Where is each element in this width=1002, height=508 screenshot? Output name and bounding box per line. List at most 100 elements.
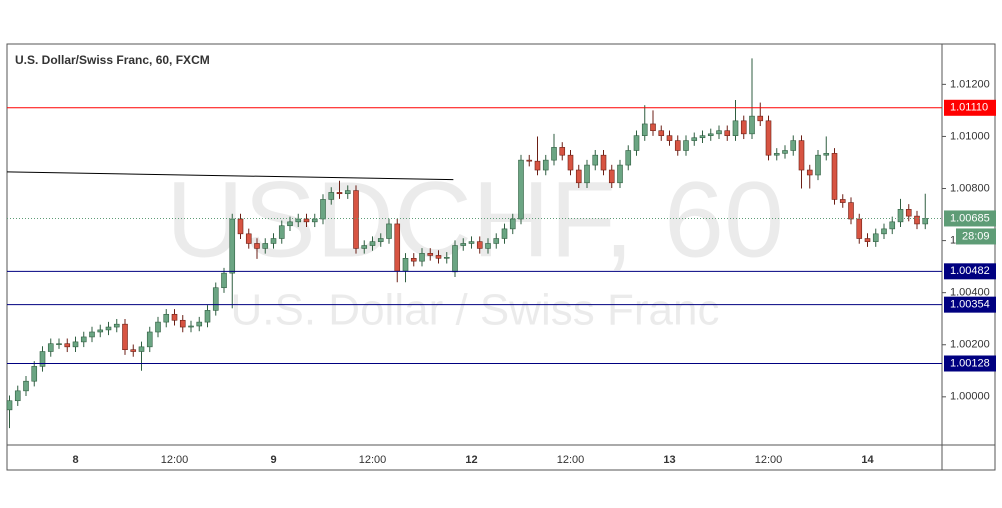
- y-tick-label: 1.01000: [950, 130, 990, 142]
- candle-body: [559, 147, 566, 156]
- candle-body: [229, 218, 236, 274]
- last-price-label: 1.00685: [950, 212, 990, 224]
- candle-body: [89, 331, 95, 338]
- candle-body: [864, 238, 871, 242]
- candle-body: [501, 228, 508, 239]
- candle-body: [650, 123, 656, 132]
- candle-body: [344, 190, 351, 195]
- candle-body: [674, 140, 681, 151]
- chart-frame: [6, 43, 996, 471]
- level-label-box: [944, 99, 996, 116]
- candle-body: [600, 154, 607, 171]
- x-tick-label: 12:00: [161, 454, 189, 466]
- candle-body: [336, 192, 343, 195]
- candle-body: [270, 238, 277, 244]
- x-tick-label: 12:00: [755, 454, 783, 466]
- candle-body: [14, 390, 21, 402]
- candle-body: [171, 313, 178, 321]
- candle-body: [592, 154, 599, 166]
- candle-body: [204, 310, 211, 323]
- candle-body: [641, 123, 648, 136]
- candle-body: [773, 153, 780, 156]
- candle-body: [707, 133, 714, 136]
- candle-body: [526, 159, 533, 162]
- candle-body: [31, 366, 38, 382]
- candle-body: [311, 218, 318, 223]
- candle-body: [831, 153, 838, 200]
- candle-body: [716, 130, 722, 135]
- candle-body: [47, 343, 54, 352]
- level-label: 1.01110: [950, 102, 988, 114]
- candle-body: [97, 329, 104, 333]
- level-label: 1.00354: [950, 299, 990, 311]
- candle-body: [914, 215, 920, 225]
- x-tick-label: 14: [861, 454, 874, 466]
- candle-body: [691, 137, 698, 141]
- candle-body: [633, 135, 640, 151]
- candle-body: [303, 218, 310, 223]
- candle-body: [897, 209, 904, 223]
- candle-body: [476, 241, 483, 249]
- candle-body: [138, 346, 145, 352]
- candle-body: [765, 120, 772, 156]
- candle-body: [575, 169, 582, 184]
- candle-body: [39, 351, 46, 367]
- candle-body: [361, 245, 368, 249]
- watermark-name: U.S. Dollar / Swiss Franc: [231, 286, 720, 335]
- candle-body: [724, 130, 731, 136]
- candle-body: [23, 380, 29, 392]
- y-tick-label: 1.00000: [950, 391, 990, 403]
- last-price-box: [944, 210, 996, 227]
- candle-body: [460, 243, 467, 246]
- candle-body: [567, 154, 574, 171]
- candle-body: [295, 218, 302, 223]
- candle-body: [56, 343, 62, 346]
- candle-body: [188, 325, 194, 328]
- level-label-box: [944, 296, 996, 313]
- candle-body: [452, 245, 458, 273]
- level-label: 1.00128: [950, 357, 990, 369]
- y-tick-label: 1.00800: [950, 182, 990, 194]
- candle-body: [468, 241, 475, 244]
- candle-body: [617, 164, 623, 184]
- level-label-box: [944, 263, 996, 280]
- candle-body: [113, 323, 120, 328]
- candle-body: [518, 159, 524, 220]
- candle-body: [278, 225, 285, 239]
- candle-body: [122, 323, 128, 350]
- candle-body: [798, 140, 805, 171]
- x-tick-label: 12:00: [557, 454, 585, 466]
- candle-body: [419, 253, 425, 262]
- candle-body: [823, 153, 830, 156]
- candle-body: [872, 233, 879, 242]
- candle-body: [443, 256, 450, 259]
- candle-body: [584, 164, 590, 184]
- candle-body: [848, 202, 854, 220]
- candle-body: [386, 223, 392, 239]
- y-tick-label: 1.00400: [950, 287, 990, 299]
- candle-body: [320, 199, 326, 220]
- candle-body: [369, 241, 376, 246]
- countdown-label: 28:09: [962, 230, 990, 242]
- countdown-box: [956, 228, 996, 245]
- candle-body: [509, 218, 516, 230]
- candle-body: [262, 243, 269, 249]
- candle-body: [889, 221, 896, 230]
- candle-body: [493, 238, 500, 244]
- candle-body: [905, 209, 912, 217]
- candle-body: [435, 255, 442, 259]
- candle-body: [806, 169, 813, 176]
- candle-body: [410, 258, 417, 262]
- level-label-box: [944, 355, 996, 372]
- watermark: USDCHF, 60 U.S. Dollar / Swiss Franc: [166, 159, 784, 335]
- trend-line: [7, 171, 454, 181]
- x-tick-label: 12: [465, 454, 477, 466]
- candle-body: [815, 154, 821, 176]
- candle-body: [839, 199, 846, 203]
- candle-body: [534, 160, 541, 171]
- candle-body: [683, 140, 689, 151]
- x-tick-label: 12:00: [359, 454, 387, 466]
- x-tick-label: 8: [72, 454, 78, 466]
- candle-body: [740, 120, 747, 135]
